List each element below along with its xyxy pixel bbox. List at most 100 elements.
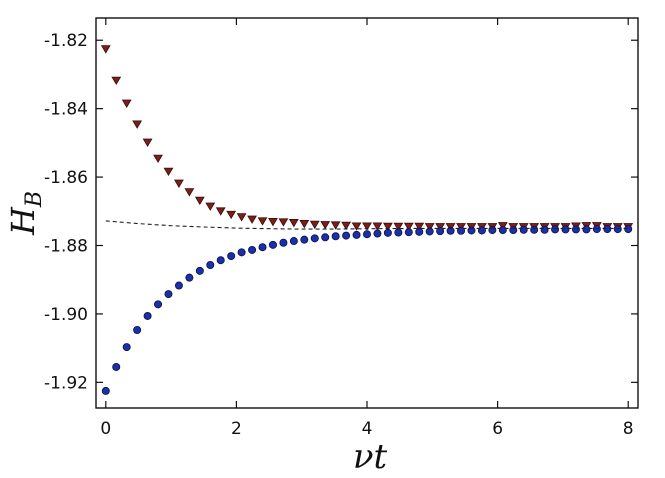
x-axis-label: νt — [353, 437, 388, 477]
circle-data-point — [415, 227, 424, 236]
triangle-data-point — [268, 218, 278, 227]
triangle-data-point — [341, 221, 352, 231]
triangle-data-point — [288, 219, 299, 228]
triangle-data-point — [257, 217, 268, 226]
circle-data-point — [624, 225, 633, 234]
circle-data-point — [582, 225, 591, 234]
triangle-data-point — [330, 221, 341, 230]
triangle-data-point — [236, 213, 247, 222]
triangle-data-point — [320, 221, 331, 230]
circle-data-point — [592, 225, 601, 234]
circle-data-point — [310, 234, 319, 243]
y-tick-label: -1.90 — [44, 305, 88, 325]
y-tick-label: -1.84 — [44, 100, 88, 120]
triangle-data-point — [372, 222, 383, 231]
data-series-layer — [100, 45, 634, 395]
triangle-data-point — [205, 202, 216, 211]
circle-data-point — [352, 230, 361, 239]
circle-data-point — [404, 228, 413, 237]
x-tick-label: 4 — [362, 419, 373, 439]
triangle-data-point — [382, 222, 393, 232]
triangle-data-point — [309, 220, 320, 230]
circle-data-point — [540, 225, 549, 234]
circle-data-point — [613, 225, 622, 234]
circle-data-point — [206, 260, 215, 269]
triangle-data-point — [278, 218, 289, 227]
circle-data-point — [227, 252, 236, 261]
circle-data-point — [551, 225, 560, 234]
triangle-data-point — [362, 222, 372, 231]
x-tick-label: 6 — [492, 419, 503, 439]
circle-data-point — [519, 225, 528, 234]
triangle-data-point — [497, 222, 508, 231]
circle-data-point — [509, 226, 518, 235]
circle-data-point — [603, 225, 612, 234]
circle-data-point — [258, 243, 267, 252]
circle-data-point — [237, 248, 246, 257]
axis-ticks: 0 2 4 6 8 -1.82 -1.84 -1.86 -1.88 -1.90 -1.92 — [44, 18, 638, 439]
circle-data-point — [164, 290, 173, 299]
svg-text:HB: HB — [4, 191, 47, 236]
x-tick-label: 0 — [100, 419, 111, 439]
triangle-data-point — [414, 222, 425, 232]
circle-data-point — [436, 227, 445, 236]
y-tick-label: -1.88 — [44, 237, 88, 257]
x-tick-label: 8 — [623, 419, 634, 439]
triangle-data-point — [111, 76, 122, 86]
circle-data-point — [248, 245, 257, 254]
y-tick-label: -1.92 — [44, 373, 88, 393]
circle-data-point — [174, 281, 183, 290]
circle-data-point — [122, 343, 131, 352]
circle-data-point — [561, 225, 570, 234]
triangle-data-point — [403, 222, 414, 232]
circle-data-point — [143, 311, 152, 320]
x-tick-label: 2 — [231, 419, 242, 439]
triangle-data-point — [163, 167, 174, 177]
triangle-data-point — [100, 45, 111, 54]
triangle-data-point — [215, 207, 226, 216]
circle-data-point — [571, 225, 580, 234]
circle-data-point — [331, 232, 340, 241]
circle-data-point — [446, 226, 455, 235]
triangle-data-point — [132, 120, 143, 129]
circle-data-point — [112, 362, 121, 371]
triangle-data-point — [194, 196, 205, 206]
triangle-data-point — [121, 99, 132, 108]
triangle-data-point — [424, 223, 435, 232]
circle-data-point — [133, 325, 142, 334]
plot-frame — [95, 17, 639, 409]
circle-data-point — [154, 300, 163, 309]
circle-data-point — [488, 226, 497, 235]
triangle-data-point — [435, 223, 446, 232]
circle-data-point — [289, 237, 298, 246]
circle-data-point — [394, 228, 403, 237]
circle-data-point — [279, 238, 288, 247]
circle-data-point — [101, 386, 110, 395]
dashed-reference-line — [105, 220, 629, 230]
y-axis-label-main: H — [4, 206, 42, 236]
circle-data-point — [321, 233, 330, 242]
triangle-data-point — [351, 222, 362, 231]
circle-data-point — [383, 228, 392, 237]
circle-data-point — [185, 273, 194, 282]
triangle-data-point — [142, 138, 153, 147]
circle-data-point — [362, 230, 371, 239]
triangle-data-point — [153, 154, 163, 164]
triangle-data-point — [226, 210, 237, 220]
triangle-data-point — [247, 215, 257, 224]
y-axis-label: HB — [4, 191, 47, 236]
circle-data-point — [530, 225, 539, 234]
circle-data-point — [268, 240, 277, 249]
triangle-data-point — [299, 220, 310, 229]
circle-data-point — [457, 226, 466, 235]
triangle-data-point — [393, 222, 404, 232]
triangle-data-point — [174, 179, 184, 189]
triangle-data-point — [184, 188, 195, 197]
y-tick-label: -1.86 — [44, 168, 88, 188]
circle-data-point — [373, 229, 382, 238]
y-tick-label: -1.82 — [44, 31, 88, 51]
circle-data-point — [342, 231, 351, 240]
circle-data-point — [300, 235, 309, 244]
